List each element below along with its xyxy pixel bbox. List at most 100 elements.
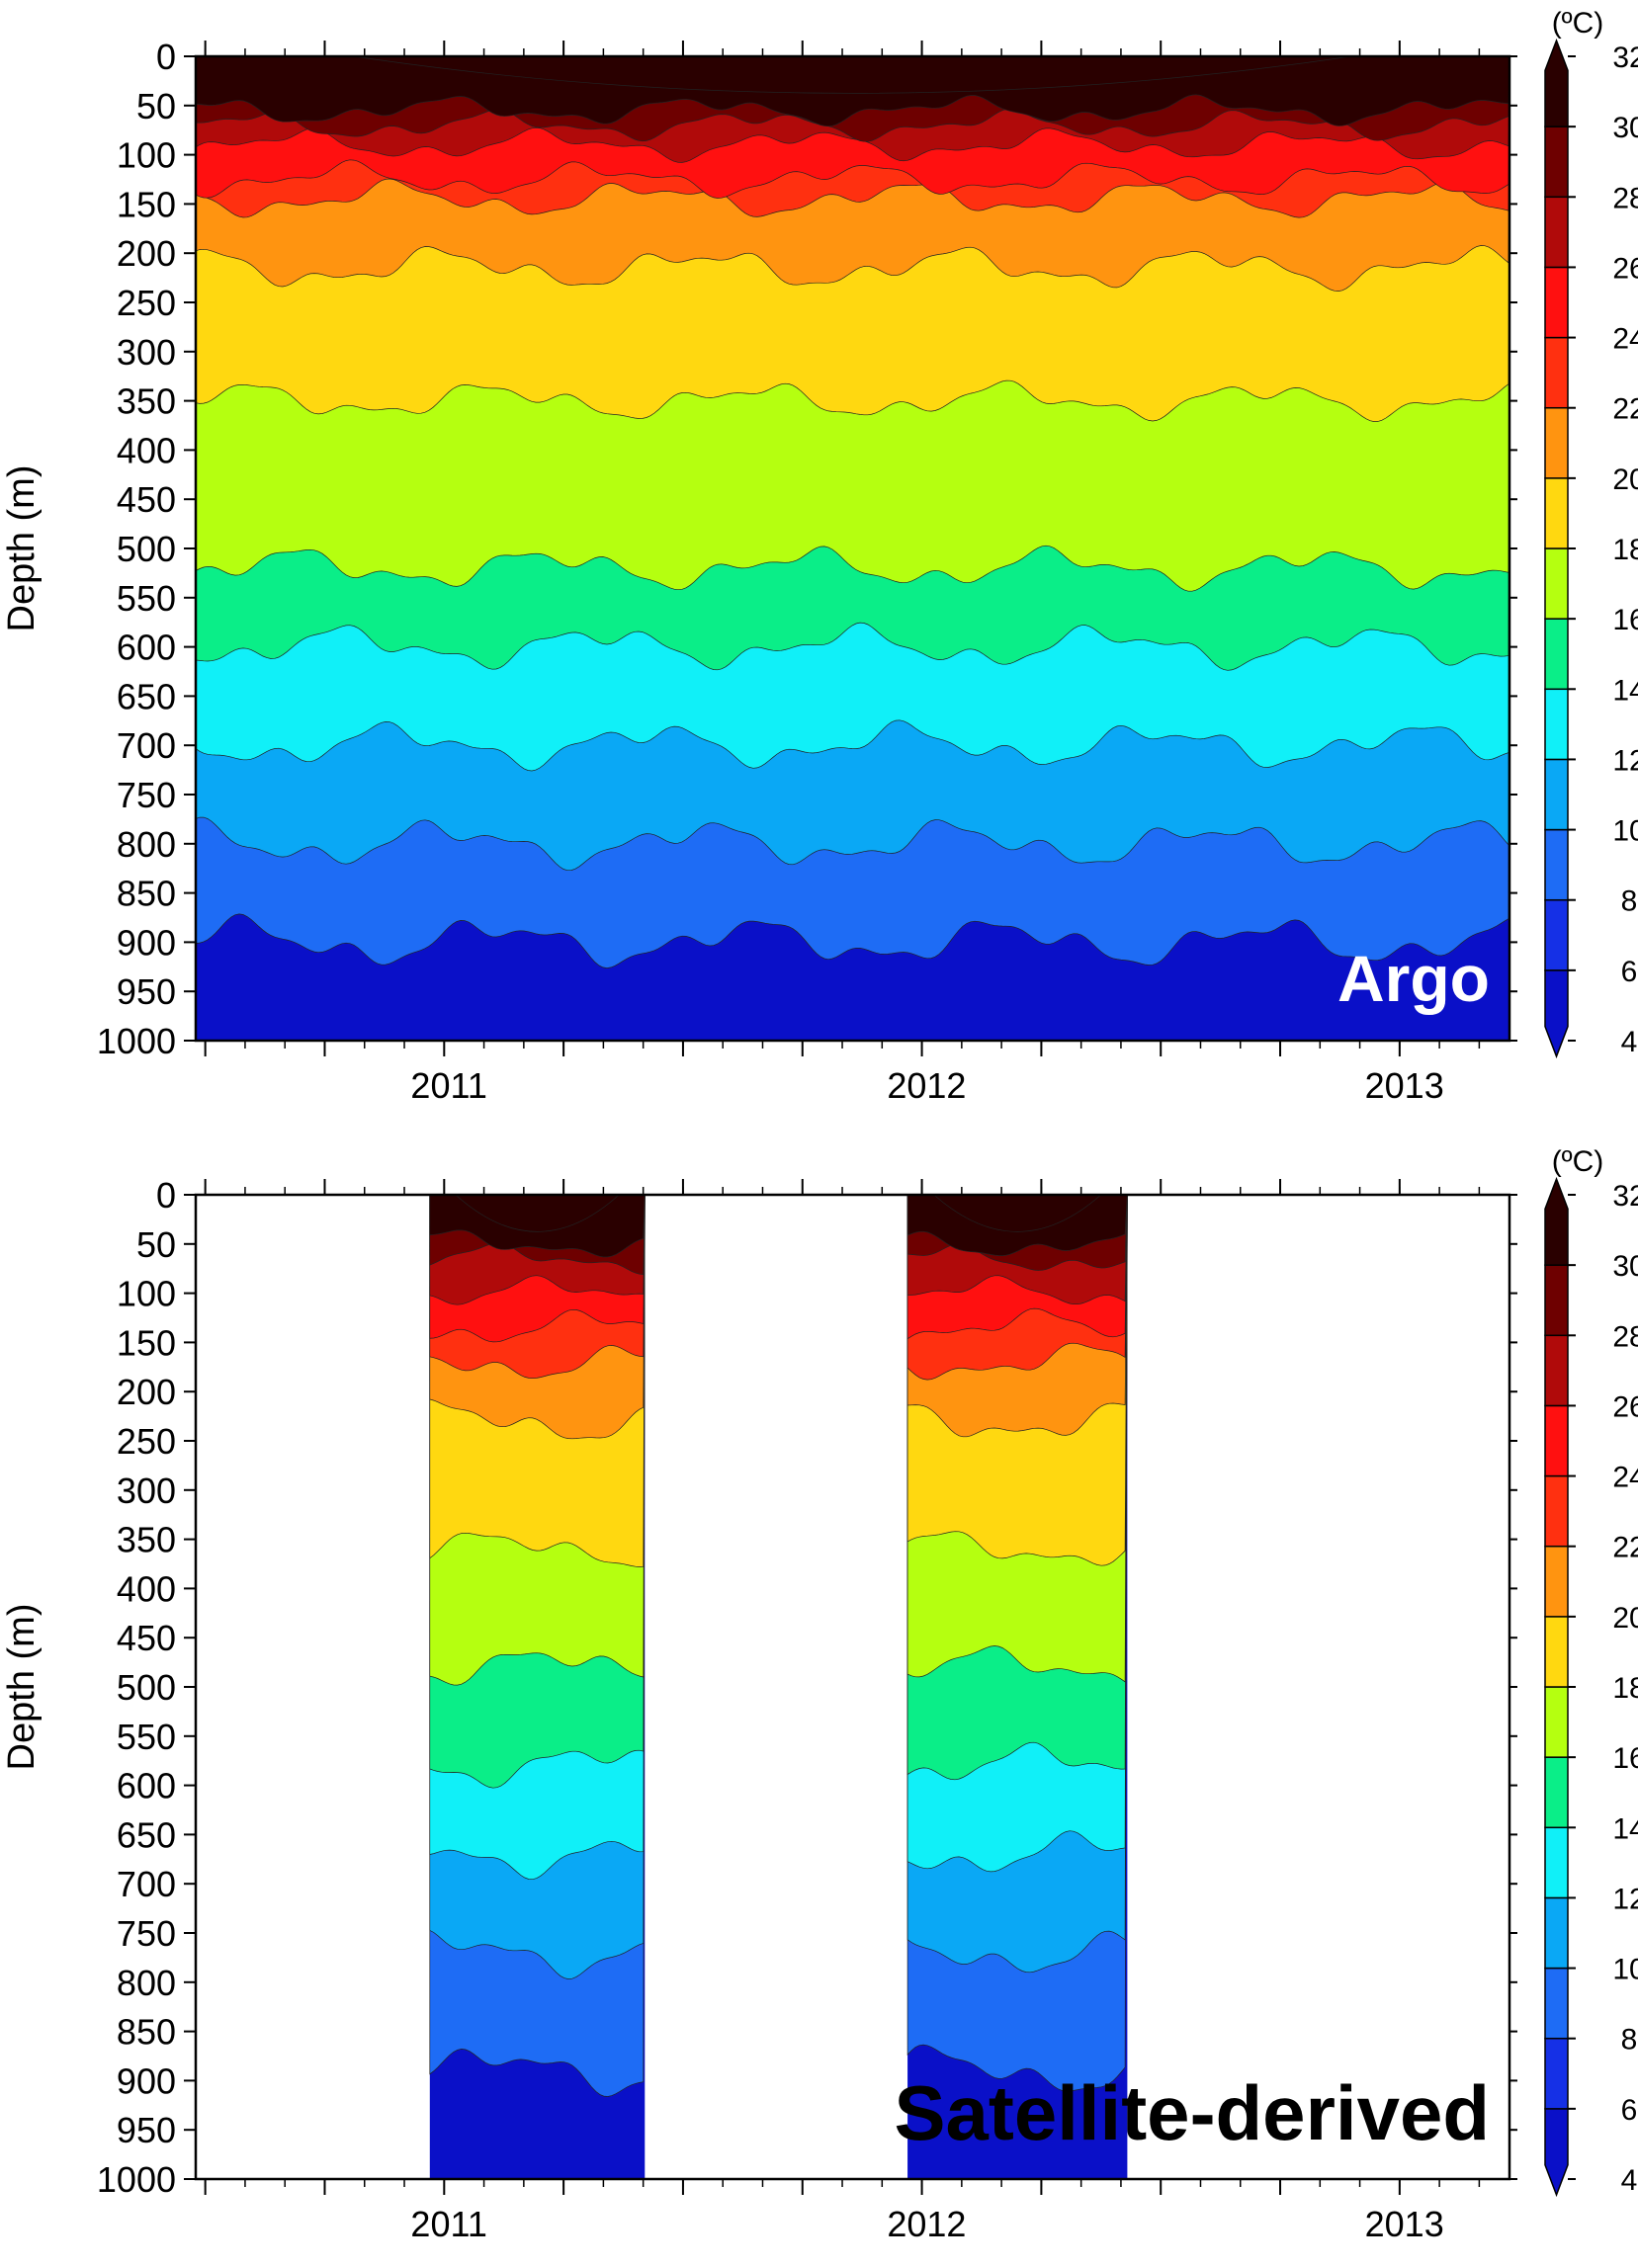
y-tick-label: 350: [117, 381, 176, 422]
y-axis-label: Depth (m): [1, 465, 43, 632]
colorbar-swatch: [1544, 266, 1569, 339]
colorbar-tick-label: 28: [1612, 1320, 1638, 1353]
colorbar-unit: (ºC): [1552, 7, 1604, 40]
colorbar-swatch-high: [1544, 38, 1569, 127]
colorbar-tick-label: 32: [1612, 1180, 1638, 1213]
y-tick-label: 200: [117, 1372, 176, 1412]
y-tick-label: 400: [117, 1568, 176, 1609]
y-tick-label: 750: [117, 775, 176, 815]
colorbar-tick-label: 10: [1612, 1954, 1638, 1986]
colorbar-tick-label: 24: [1612, 1462, 1638, 1494]
colorbar-swatch: [1544, 828, 1569, 901]
y-tick-label: 50: [136, 86, 176, 126]
x-tick-label: 2013: [1365, 2204, 1444, 2244]
y-tick-label: 200: [117, 233, 176, 274]
colorbar-tick-label: 8: [1621, 2024, 1638, 2057]
y-tick-label: 800: [117, 1963, 176, 2003]
colorbar-tick-label: 10: [1612, 815, 1638, 848]
y-tick-label: 600: [117, 628, 176, 668]
colorbar-swatch: [1544, 618, 1569, 691]
colorbar-tick-label: 18: [1612, 1672, 1638, 1705]
colorbar-tick-label: 30: [1612, 112, 1638, 144]
colorbar-tick-label: 24: [1612, 323, 1638, 356]
y-tick-label: 800: [117, 824, 176, 865]
y-tick-label: 250: [117, 283, 176, 323]
y-tick-label: 950: [117, 971, 176, 1012]
y-axis-label: Depth (m): [1, 1604, 43, 1771]
colorbar-swatch: [1544, 547, 1569, 620]
y-tick-label: 700: [117, 1864, 176, 1904]
colorbar-tick-label: 6: [1621, 956, 1638, 988]
colorbar-tick-label: 32: [1612, 42, 1638, 74]
panel-label: Satellite-derived: [894, 2069, 1490, 2156]
colorbar-swatch: [1544, 758, 1569, 831]
y-tick-label: 500: [117, 1667, 176, 1708]
colorbar-tick-label: 8: [1621, 885, 1638, 918]
colorbar-tick-label: 28: [1612, 182, 1638, 214]
colorbar-swatch: [1544, 1686, 1569, 1758]
y-tick-label: 250: [117, 1421, 176, 1462]
colorbar-tick-label: 16: [1612, 1742, 1638, 1775]
y-tick-label: 400: [117, 430, 176, 470]
colorbar-swatch: [1544, 1545, 1569, 1618]
colorbar-swatch-low: [1544, 969, 1569, 1059]
colorbar-swatch: [1544, 1264, 1569, 1337]
colorbar-swatch: [1544, 126, 1569, 199]
coverage-block: [429, 1194, 646, 2179]
x-tick-label: 2012: [887, 2204, 966, 2244]
colorbar-tick-label: 22: [1612, 1532, 1638, 1564]
y-tick-label: 500: [117, 529, 176, 569]
colorbar-swatch: [1544, 477, 1569, 549]
y-tick-label: 1000: [97, 1021, 176, 1061]
isotherm-band-30-32: [454, 1194, 621, 1232]
y-tick-label: 1000: [97, 2159, 176, 2200]
colorbar-tick-label: 20: [1612, 1602, 1638, 1635]
colorbar-swatch: [1544, 336, 1569, 409]
y-tick-label: 850: [117, 2012, 176, 2053]
colorbar-tick-label: 20: [1612, 463, 1638, 496]
colorbar-swatch: [1544, 1616, 1569, 1688]
colorbar-swatch: [1544, 688, 1569, 761]
colorbar-swatch: [1544, 1967, 1569, 2040]
colorbar-tick-label: 14: [1612, 674, 1638, 707]
y-tick-label: 550: [117, 1717, 176, 1757]
y-tick-label: 900: [117, 922, 176, 963]
y-tick-label: 50: [136, 1224, 176, 1265]
colorbar-tick-label: 4: [1621, 1026, 1638, 1058]
y-tick-label: 650: [117, 676, 176, 716]
colorbar-unit: (ºC): [1552, 1145, 1604, 1178]
colorbar-swatch: [1544, 2037, 1569, 2110]
y-tick-label: 850: [117, 874, 176, 914]
colorbar-tick-label: 16: [1612, 604, 1638, 636]
colorbar-swatch: [1544, 1896, 1569, 1970]
colorbar-swatch: [1544, 898, 1569, 971]
colorbar-swatch: [1544, 1334, 1569, 1407]
y-tick-label: 150: [117, 184, 176, 224]
y-tick-label: 0: [156, 1175, 176, 1216]
y-tick-label: 0: [156, 37, 176, 77]
colorbar-swatch: [1544, 1474, 1569, 1548]
colorbar-tick-label: 22: [1612, 393, 1638, 426]
colorbar-swatch: [1544, 196, 1569, 269]
y-tick-label: 650: [117, 1814, 176, 1855]
panel-label: Argo: [1337, 942, 1490, 1015]
colorbar-swatch: [1544, 406, 1569, 479]
colorbar: 4 6 8 10 12 14 16 18 20 22 24 26 28 30 32(ºC): [1544, 7, 1638, 1059]
colorbar-tick-label: 6: [1621, 2094, 1638, 2127]
y-tick-label: 900: [117, 2060, 176, 2101]
colorbar-swatch-high: [1544, 1176, 1569, 1266]
y-tick-label: 100: [117, 135, 176, 176]
x-tick-label: 2011: [410, 1065, 486, 1106]
y-tick-label: 450: [117, 1618, 176, 1658]
y-tick-label: 450: [117, 479, 176, 520]
isotherm-band-30-32: [932, 1194, 1102, 1232]
colorbar-tick-label: 12: [1612, 744, 1638, 777]
colorbar-swatch: [1544, 1756, 1569, 1829]
colorbar-swatch-low: [1544, 2108, 1569, 2198]
y-tick-label: 350: [117, 1520, 176, 1560]
colorbar-tick-label: 4: [1621, 2164, 1638, 2197]
coverage-block: [195, 55, 1510, 1041]
y-tick-label: 950: [117, 2110, 176, 2150]
isotherm-band-30-32: [353, 55, 1352, 94]
